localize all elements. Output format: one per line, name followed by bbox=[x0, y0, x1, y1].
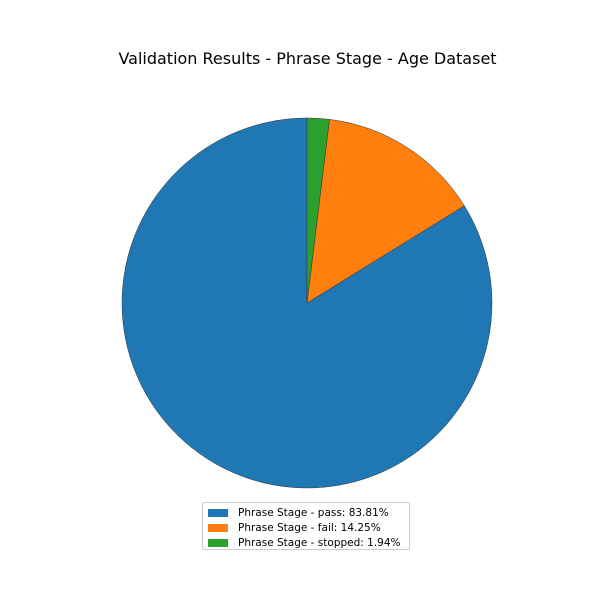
legend-swatch-2 bbox=[208, 538, 228, 547]
legend: Phrase Stage - pass: 83.81% Phrase Stage … bbox=[202, 502, 410, 550]
pie-slices bbox=[121, 117, 493, 489]
legend-item-1: Phrase Stage - fail: 14.25% bbox=[208, 520, 409, 535]
pie-slice-1 bbox=[306, 119, 465, 304]
legend-swatch-0 bbox=[208, 508, 228, 517]
legend-item-2: Phrase Stage - stopped: 1.94% bbox=[208, 535, 409, 550]
legend-item-0: Phrase Stage - pass: 83.81% bbox=[208, 505, 409, 520]
pie-slice-0 bbox=[121, 117, 493, 489]
legend-label-0: Phrase Stage - pass: 83.81% bbox=[238, 506, 389, 519]
legend-swatch-1 bbox=[208, 523, 228, 532]
legend-label-2: Phrase Stage - stopped: 1.94% bbox=[238, 536, 401, 549]
legend-label-1: Phrase Stage - fail: 14.25% bbox=[238, 521, 381, 534]
chart-title: Validation Results - Phrase Stage - Age … bbox=[118, 49, 497, 68]
pie-slice-2 bbox=[306, 117, 330, 304]
